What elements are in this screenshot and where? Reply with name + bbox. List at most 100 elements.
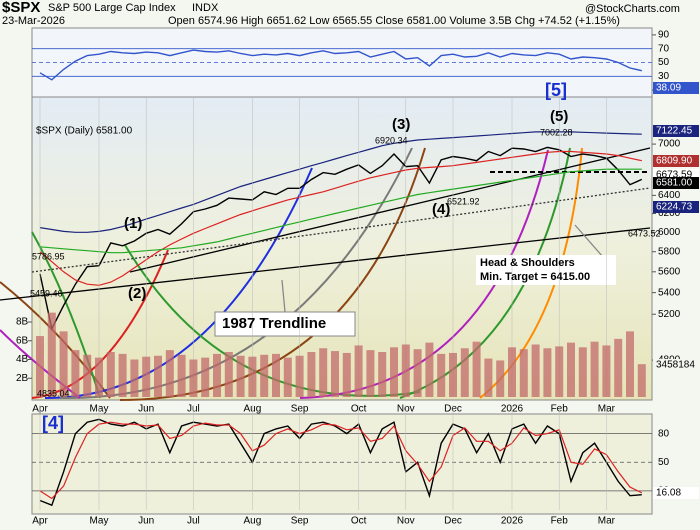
y-tick-label: 4B	[16, 354, 29, 365]
symbol: $SPX	[2, 0, 40, 16]
volume-bar	[460, 348, 469, 397]
volume-bar	[602, 345, 611, 397]
annotation: (4)	[432, 201, 450, 218]
volume-bar	[484, 358, 493, 397]
y-tick-label: 2B	[16, 373, 29, 384]
volume-bar	[165, 350, 174, 397]
x-tick-label: May	[90, 516, 109, 527]
y-tick-label: 5800	[658, 246, 681, 257]
volume-bar	[319, 348, 328, 397]
x-tick-label: Sep	[291, 516, 309, 527]
y-tick-label: 5400	[658, 287, 681, 298]
volume-bar	[413, 349, 422, 397]
x-tick-label: Jul	[187, 516, 200, 527]
annotation: (3)	[392, 116, 410, 133]
volume-bar	[248, 356, 257, 397]
series-line	[39, 146, 643, 331]
x-tick-label: Dec	[444, 516, 462, 527]
panel-label: [4]	[42, 413, 64, 433]
x-tick-label: Mar	[598, 516, 616, 527]
series-line	[39, 150, 642, 286]
series-line	[39, 131, 642, 233]
volume-bar	[47, 312, 56, 397]
volume-bar	[437, 353, 446, 397]
x-tick-label: Aug	[244, 516, 262, 527]
volume-bar	[354, 345, 363, 397]
volume-bar	[307, 352, 316, 397]
value-tag-label: 6673.59	[656, 170, 693, 181]
volume-bar	[496, 360, 505, 397]
x-tick-label: Mar	[598, 404, 616, 415]
y-tick-label: 50	[658, 57, 670, 68]
y-tick-label: 8B	[16, 317, 29, 328]
trendline-box	[214, 311, 356, 337]
value-tag	[653, 82, 699, 94]
volume-bar	[71, 350, 80, 397]
index-name: S&P 500 Large Cap Index	[48, 2, 176, 14]
value-tag	[653, 359, 699, 371]
annotation: 5459.46	[30, 288, 63, 298]
volume-bar	[59, 331, 68, 397]
volume-bar	[118, 353, 127, 397]
volume-bar	[590, 341, 599, 397]
value-tag-label: 3458184	[656, 360, 695, 371]
y-tick-label: 6B	[16, 335, 29, 346]
volume-bar	[637, 364, 646, 397]
annotation: Head & Shoulders	[480, 257, 575, 269]
value-tag	[653, 177, 699, 189]
volume-bar	[130, 359, 139, 397]
hs-box	[476, 255, 616, 285]
annotation: 6521.92	[447, 196, 480, 206]
volume-bar	[260, 354, 269, 397]
value-tag-label: 38.09	[656, 83, 681, 94]
volume-bar	[567, 342, 575, 397]
volume-bar	[543, 348, 552, 397]
annotation: 6920.34	[375, 135, 408, 145]
source: @StockCharts.com	[585, 3, 680, 15]
volume-bar	[177, 354, 186, 397]
x-tick-label: Apr	[32, 404, 48, 415]
volume-bar	[142, 356, 151, 397]
x-tick-label: Jun	[138, 516, 154, 527]
annotation: 4835.04	[37, 388, 70, 398]
y-tick-label: 50	[658, 457, 670, 468]
volume-bar	[283, 357, 292, 397]
volume-bar	[378, 352, 387, 397]
volume-bar	[366, 350, 375, 397]
date: 23-Mar-2026	[2, 15, 65, 27]
volume-bar	[531, 344, 540, 397]
x-tick-label: Nov	[397, 516, 415, 527]
annotation: 5786.95	[32, 251, 65, 261]
volume-bar	[36, 336, 44, 397]
y-tick-label: 6000	[658, 227, 681, 238]
volume-bar	[189, 359, 198, 397]
volume-bar	[106, 352, 115, 397]
volume-bar	[272, 353, 280, 397]
volume-bar	[236, 355, 245, 397]
x-tick-label: Apr	[32, 516, 48, 527]
volume-bar	[425, 342, 434, 397]
value-tag-label: 6809.90	[656, 156, 693, 167]
x-tick-label: Feb	[551, 516, 569, 527]
volume-bar	[342, 352, 351, 397]
y-tick-label: 6400	[658, 190, 681, 201]
x-tick-label: Oct	[351, 516, 367, 527]
y-tick-label: 30	[658, 71, 670, 82]
volume-bar	[295, 355, 304, 397]
y-tick-label: 80	[658, 428, 670, 439]
volume-bar	[401, 344, 410, 397]
y-tick-label: 5200	[658, 309, 681, 320]
y-tick-label: 6200	[658, 208, 681, 219]
volume-bar	[390, 347, 398, 397]
series-line	[39, 49, 642, 81]
volume-bar	[213, 353, 221, 397]
value-tag-label: 7122.45	[656, 126, 693, 137]
annotation: 1987 Trendline	[222, 315, 326, 332]
volume-bar	[508, 347, 516, 397]
annotation: [5]	[545, 80, 567, 100]
value-tag	[653, 487, 699, 499]
value-tag	[653, 155, 699, 167]
volume-bar	[449, 352, 457, 397]
exchange: INDX	[192, 2, 219, 14]
y-tick-label: 90	[658, 30, 670, 41]
